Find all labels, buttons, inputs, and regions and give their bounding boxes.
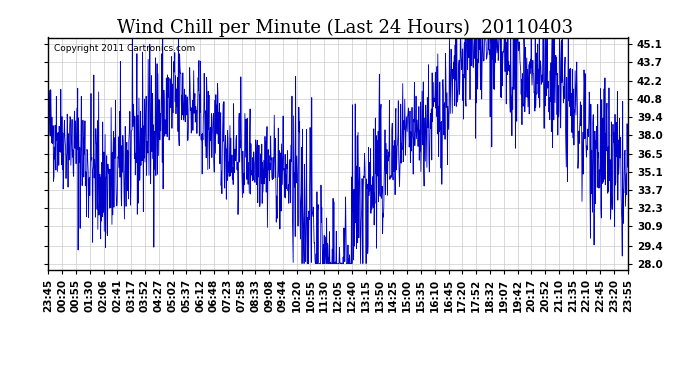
Text: Copyright 2011 Cartronics.com: Copyright 2011 Cartronics.com [54,45,195,54]
Text: Wind Chill per Minute (Last 24 Hours)  20110403: Wind Chill per Minute (Last 24 Hours) 20… [117,19,573,37]
